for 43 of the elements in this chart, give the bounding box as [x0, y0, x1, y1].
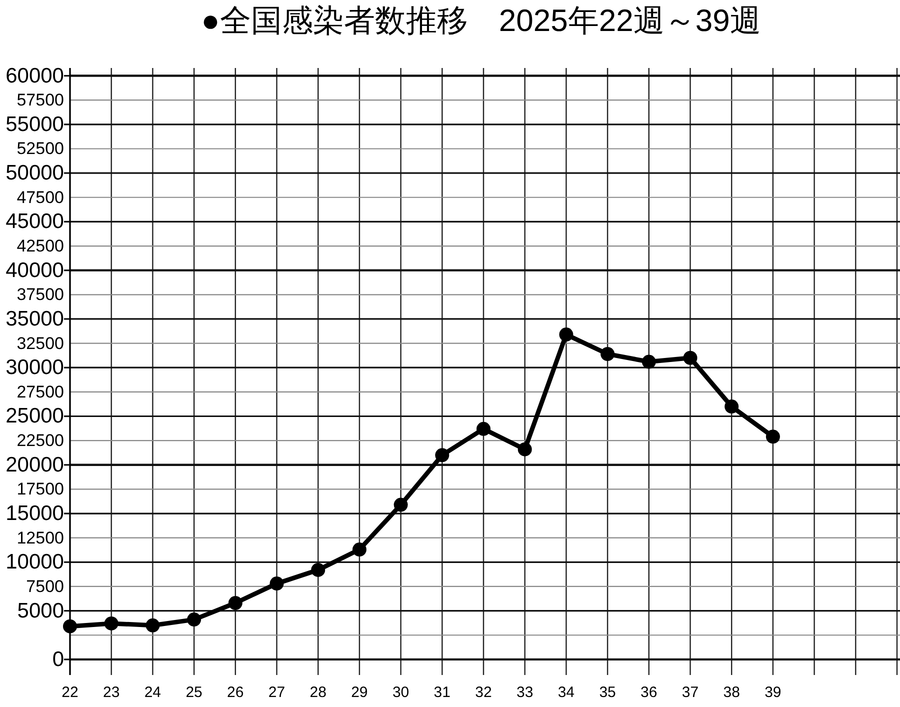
- x-tick-label: 23: [103, 684, 120, 701]
- y-tick-label: 50000: [6, 162, 64, 185]
- x-tick-label: 38: [723, 684, 740, 701]
- y-tick-label: 7500: [26, 576, 64, 596]
- x-tick-label: 34: [558, 684, 575, 701]
- y-tick-label: 35000: [6, 307, 64, 330]
- y-tick-label: 12500: [16, 528, 64, 548]
- title: ●全国感染者数推移 2025年22週～39週: [201, 3, 761, 38]
- y-tick-label: 20000: [6, 453, 64, 476]
- x-tick-label: 32: [475, 684, 492, 701]
- y-tick-label: 52500: [16, 139, 64, 158]
- x-tick-label: 27: [268, 684, 286, 701]
- x-tick-label: 26: [227, 684, 244, 701]
- y-tick-label: 60000: [6, 64, 64, 88]
- x-tick-label: 35: [599, 684, 616, 701]
- x-tick-label: 33: [516, 684, 534, 701]
- y-tick-label: 47500: [16, 188, 64, 207]
- x-tick-label: 36: [640, 684, 658, 701]
- y-tick-label: 30000: [6, 356, 64, 380]
- y-tick-label: 42500: [16, 236, 64, 256]
- y-tick-label: 55000: [6, 112, 64, 136]
- y-tick-label: 15000: [6, 502, 64, 526]
- x-tick-label: 37: [682, 684, 699, 701]
- x-tick-label: 39: [764, 684, 782, 701]
- y-tick-label: 27500: [16, 382, 64, 402]
- y-tick-label: 45000: [6, 210, 64, 234]
- y-tick-label: 0: [52, 648, 64, 671]
- x-tick-label: 29: [351, 684, 368, 701]
- y-tick-label: 40000: [6, 258, 64, 282]
- y-tick-label: 22500: [16, 431, 64, 450]
- y-tick-label: 25000: [6, 404, 64, 428]
- x-tick-label: 24: [144, 684, 162, 701]
- y-tick-label: 32500: [16, 334, 64, 353]
- y-tick-label: 57500: [16, 90, 64, 110]
- y-tick-label: 10000: [6, 550, 64, 574]
- x-tick-label: 22: [62, 684, 78, 701]
- y-tick-label: 17500: [16, 480, 64, 499]
- x-tick-label: 25: [186, 684, 202, 701]
- x-tick-label: 30: [392, 684, 410, 701]
- x-tick-label: 31: [434, 684, 450, 701]
- x-tick-label: 28: [310, 684, 326, 701]
- y-tick-label: 37500: [16, 285, 64, 304]
- y-tick-label: 5000: [17, 599, 64, 622]
